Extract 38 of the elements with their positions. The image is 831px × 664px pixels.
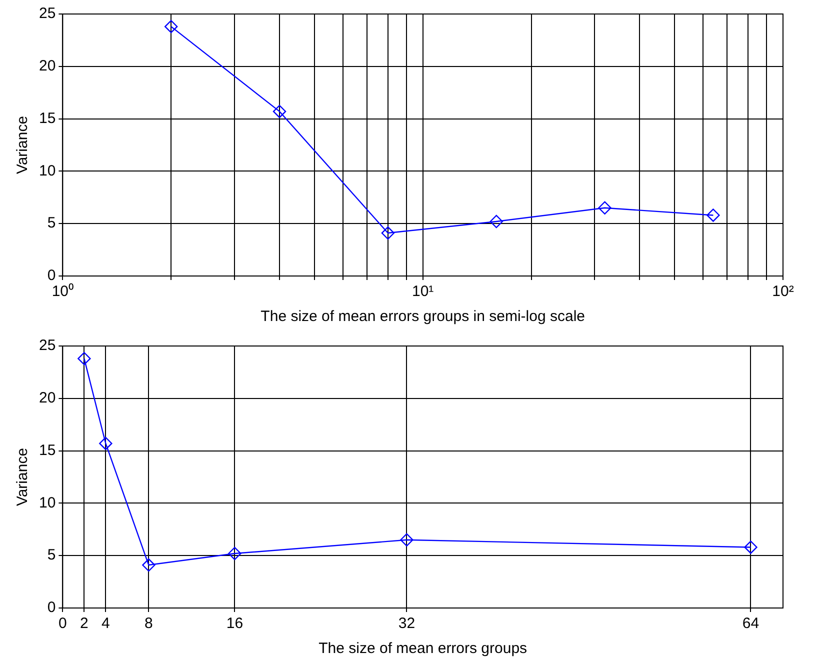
y-tick-label: 0 xyxy=(47,599,56,616)
x-tick-label: 32 xyxy=(398,615,416,632)
y-tick-label: 25 xyxy=(38,337,56,354)
x-tick-label: 4 xyxy=(102,615,110,632)
x-tick-label: 64 xyxy=(742,615,760,632)
point xyxy=(744,540,758,554)
point xyxy=(598,201,612,214)
y-tick-label: 0 xyxy=(47,267,56,284)
point xyxy=(228,546,242,560)
point xyxy=(706,208,720,222)
y-axis-title: Variance xyxy=(14,116,32,174)
point xyxy=(272,104,286,118)
x-tick-label: 10² xyxy=(772,283,794,300)
point xyxy=(78,352,91,366)
point xyxy=(490,214,503,228)
point xyxy=(400,533,414,546)
y-tick-label: 25 xyxy=(38,5,56,22)
y-tick-label: 15 xyxy=(38,442,56,459)
y-tick-label: 15 xyxy=(38,110,56,127)
x-tick-label: 8 xyxy=(144,615,153,632)
x-axis-title: The size of mean errors groups xyxy=(318,640,528,658)
point xyxy=(164,20,178,34)
x-tick-label: 2 xyxy=(80,615,88,632)
y-tick-label: 10 xyxy=(38,494,56,512)
x-tick-label: 0 xyxy=(58,615,67,632)
x-tick-label: 16 xyxy=(226,615,244,632)
x-axis-title: The size of mean errors groups in semi-log scale xyxy=(260,308,585,326)
point xyxy=(99,436,112,450)
y-tick-label: 5 xyxy=(47,546,56,564)
point xyxy=(142,558,156,572)
x-tick-label: 10⁰ xyxy=(52,283,74,300)
y-tick-label: 5 xyxy=(47,214,56,232)
y-tick-label: 20 xyxy=(38,390,56,407)
y-tick-label: 20 xyxy=(38,58,56,75)
x-tick-label: 10¹ xyxy=(412,283,434,300)
y-tick-label: 10 xyxy=(38,162,56,180)
point xyxy=(381,226,395,240)
y-axis-title: Variance xyxy=(14,448,32,506)
